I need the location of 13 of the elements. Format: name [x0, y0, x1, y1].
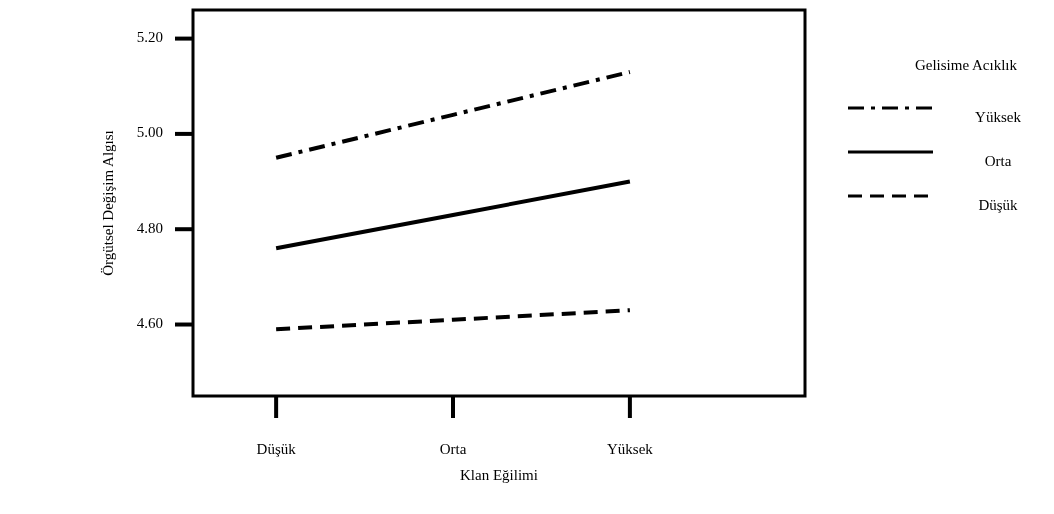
y-tick-label: 4.80: [136, 219, 163, 236]
y-tick-label: 5.20: [136, 29, 163, 46]
x-tick-label: Orta: [439, 441, 467, 457]
y-axis-title: Örgütsel Değişim Algısı: [100, 130, 116, 276]
x-tick-label: Düşük: [256, 441, 297, 457]
text: Düşük: [978, 197, 1019, 213]
text: Orta: [984, 153, 1012, 169]
legend-title: Gelisime Acıklık: [914, 57, 1018, 73]
text: Yüksek: [975, 109, 1022, 125]
y-tick-label: 4.60: [136, 314, 163, 331]
x-tick-label: Yüksek: [606, 441, 654, 457]
y-tick-label: 5.00: [136, 124, 163, 141]
x-axis-title: Klan Eğilimi: [460, 467, 538, 483]
